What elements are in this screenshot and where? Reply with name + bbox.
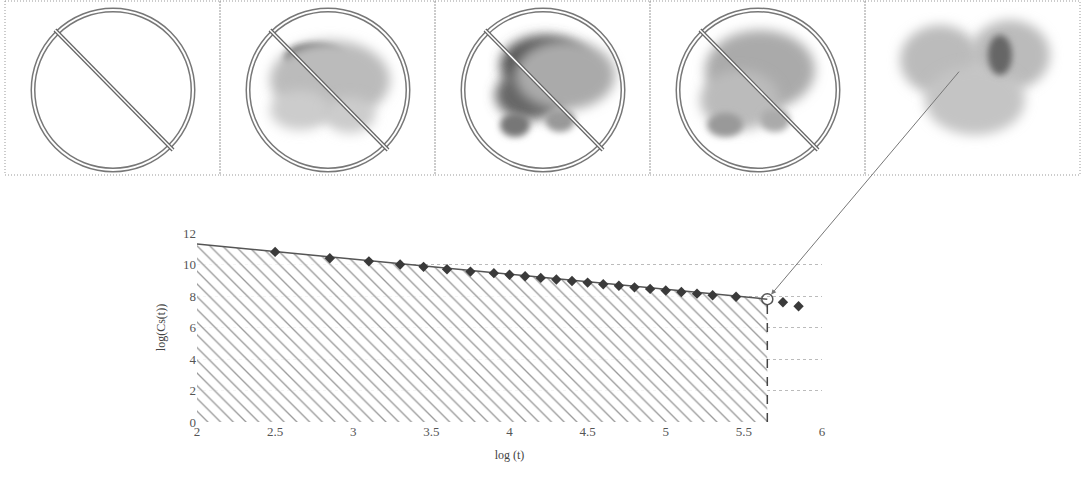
svg-text:6: 6 bbox=[190, 320, 197, 335]
svg-text:5: 5 bbox=[663, 424, 670, 439]
svg-text:log (t): log (t) bbox=[495, 448, 525, 462]
svg-text:log(Cs(t)): log(Cs(t)) bbox=[154, 304, 168, 351]
svg-text:6: 6 bbox=[819, 424, 826, 439]
svg-text:2: 2 bbox=[194, 424, 201, 439]
svg-text:3: 3 bbox=[350, 424, 357, 439]
svg-text:2.5: 2.5 bbox=[267, 424, 283, 439]
svg-text:5.5: 5.5 bbox=[736, 424, 752, 439]
svg-text:8: 8 bbox=[190, 289, 197, 304]
svg-text:4.5: 4.5 bbox=[580, 424, 596, 439]
svg-text:3.5: 3.5 bbox=[423, 424, 439, 439]
svg-text:0: 0 bbox=[190, 415, 197, 430]
svg-text:4: 4 bbox=[506, 424, 513, 439]
svg-text:12: 12 bbox=[183, 226, 196, 241]
svg-text:10: 10 bbox=[183, 257, 196, 272]
svg-text:4: 4 bbox=[190, 352, 197, 367]
svg-text:2: 2 bbox=[190, 383, 197, 398]
